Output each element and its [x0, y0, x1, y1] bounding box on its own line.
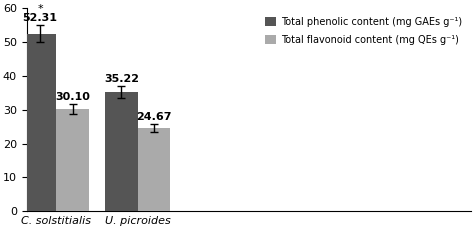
Bar — [56, 109, 89, 211]
Text: 52.31: 52.31 — [22, 13, 57, 23]
Bar — [105, 92, 138, 211]
Text: *: * — [37, 3, 43, 14]
Text: 30.10: 30.10 — [55, 92, 90, 102]
Bar — [138, 128, 170, 211]
Legend: Total phenolic content (mg GAEs g⁻¹), Total flavonoid content (mg QEs g⁻¹): Total phenolic content (mg GAEs g⁻¹), To… — [261, 13, 465, 49]
Text: 24.67: 24.67 — [137, 112, 172, 122]
Bar — [24, 34, 56, 211]
Text: 35.22: 35.22 — [104, 74, 139, 84]
